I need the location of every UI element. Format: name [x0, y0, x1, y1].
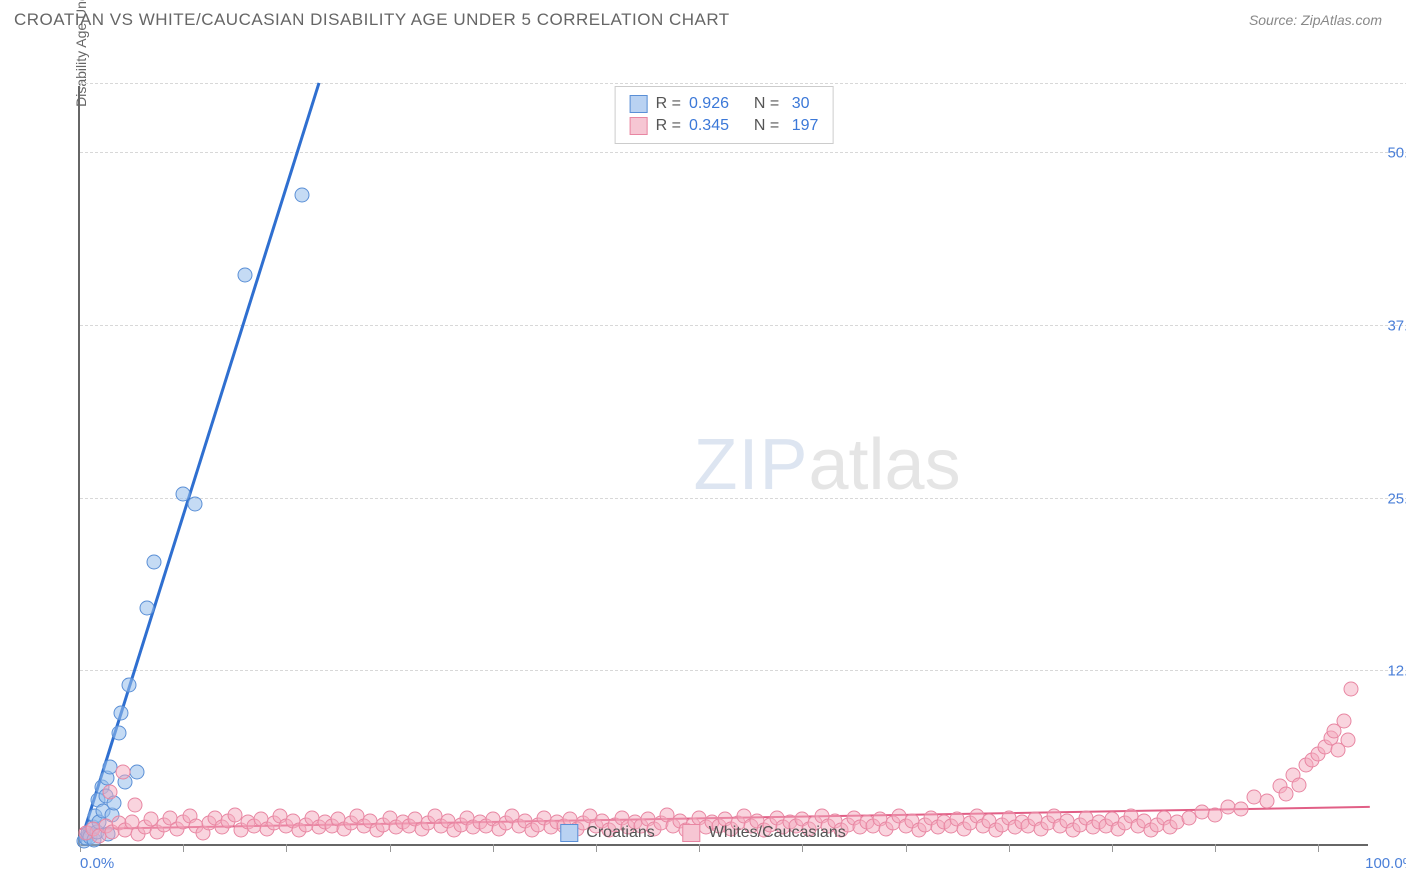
legend-r-value: 0.926 [689, 95, 729, 113]
x-axis-max-label: 100.0% [1365, 855, 1406, 872]
legend-r-label: R = [656, 95, 681, 113]
gridline [80, 152, 1406, 153]
y-tick-label: 50.0% [1387, 145, 1406, 162]
x-tick [286, 844, 287, 852]
data-point [146, 555, 161, 570]
gridline [80, 325, 1406, 326]
data-point [238, 267, 253, 282]
x-tick [596, 844, 597, 852]
y-tick-label: 25.0% [1387, 490, 1406, 507]
watermark-atlas: atlas [808, 425, 960, 505]
x-tick [390, 844, 391, 852]
data-point [111, 726, 126, 741]
data-point [187, 497, 202, 512]
legend-swatch [683, 824, 701, 842]
data-point [1292, 777, 1307, 792]
x-tick [802, 844, 803, 852]
x-tick [1215, 844, 1216, 852]
series-legend-label: Whites/Caucasians [709, 824, 846, 842]
series-legend-label: Croatians [586, 824, 654, 842]
x-tick [906, 844, 907, 852]
x-tick [699, 844, 700, 852]
source-attribution: Source: ZipAtlas.com [1249, 12, 1382, 28]
y-tick-label: 12.5% [1387, 663, 1406, 680]
gridline [80, 670, 1406, 671]
data-point [294, 187, 309, 202]
legend-swatch [630, 117, 648, 135]
data-point [128, 798, 143, 813]
data-point [1259, 794, 1274, 809]
x-tick [493, 844, 494, 852]
source-name: ZipAtlas.com [1301, 12, 1382, 28]
legend-n-value: 197 [787, 117, 818, 135]
legend-r-label: R = [656, 117, 681, 135]
legend-swatch [630, 95, 648, 113]
data-point [102, 784, 117, 799]
data-point [114, 705, 129, 720]
source-prefix: Source: [1249, 12, 1301, 28]
data-point [140, 600, 155, 615]
legend-n-label: N = [754, 117, 779, 135]
x-tick [183, 844, 184, 852]
series-legend-item: Croatians [560, 824, 654, 842]
data-point [129, 765, 144, 780]
legend-n-value: 30 [787, 95, 809, 113]
legend-swatch [560, 824, 578, 842]
legend-r-value: 0.345 [689, 117, 729, 135]
x-tick [1318, 844, 1319, 852]
gridline [80, 83, 1406, 84]
plot-area: ZIPatlas R = 0.926 N = 30 R = 0.345 N = 197… [78, 86, 1368, 846]
legend-n-label: N = [754, 95, 779, 113]
y-tick-label: 37.5% [1387, 317, 1406, 334]
x-axis-min-label: 0.0% [80, 855, 114, 872]
data-point [115, 765, 130, 780]
chart-title: CROATIAN VS WHITE/CAUCASIAN DISABILITY A… [14, 10, 730, 30]
legend-row: R = 0.926 N = 30 [630, 93, 819, 115]
correlation-legend: R = 0.926 N = 30 R = 0.345 N = 197 [615, 86, 834, 144]
watermark: ZIPatlas [693, 424, 960, 506]
gridline [80, 498, 1406, 499]
x-tick [1112, 844, 1113, 852]
x-tick [1009, 844, 1010, 852]
watermark-zip: ZIP [693, 425, 808, 505]
data-point [1343, 682, 1358, 697]
data-point [1279, 787, 1294, 802]
data-point [1337, 714, 1352, 729]
legend-row: R = 0.345 N = 197 [630, 115, 819, 137]
data-point [1234, 802, 1249, 817]
series-legend-item: Whites/Caucasians [683, 824, 846, 842]
series-legend: Croatians Whites/Caucasians [560, 824, 845, 842]
data-point [122, 678, 137, 693]
data-point [1341, 733, 1356, 748]
chart-header: CROATIAN VS WHITE/CAUCASIAN DISABILITY A… [0, 0, 1406, 38]
